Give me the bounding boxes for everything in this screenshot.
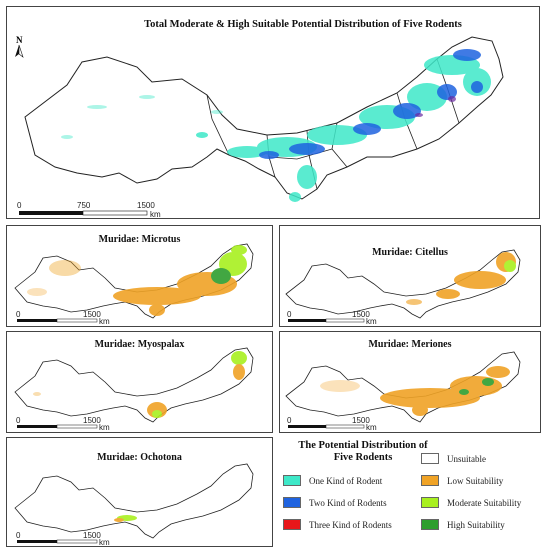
microtus-region bbox=[14, 243, 254, 319]
legend-item-moderate: Moderate Suitability bbox=[421, 497, 521, 508]
panel-meriones-title: Muridae: Meriones bbox=[368, 339, 452, 350]
svg-text:0: 0 bbox=[287, 310, 292, 319]
legend-item-low: Low Suitability bbox=[421, 475, 503, 486]
citellus-region bbox=[285, 249, 521, 319]
svg-text:km: km bbox=[99, 538, 110, 547]
ochotona-scale-bar: 0 1500 km bbox=[16, 531, 110, 547]
svg-text:km: km bbox=[366, 423, 377, 432]
swatch-three-kind bbox=[283, 519, 301, 530]
main-scale-bar: 0 750 1500 km bbox=[17, 201, 161, 219]
microtus-scale-bar: 0 1500 km bbox=[16, 310, 110, 326]
panel-microtus-title: Muridae: Microtus bbox=[98, 234, 181, 245]
panel-myospalax: Muridae: Myospalax 0 1500 km bbox=[6, 331, 273, 433]
legend-item-high: High Suitability bbox=[421, 519, 505, 530]
legend-item-three-kind: Three Kind of Rodents bbox=[283, 519, 392, 530]
three-kind-rodent-areas bbox=[415, 96, 456, 117]
legend-item-two-kind: Two Kind of Rodents bbox=[283, 497, 387, 508]
swatch-high bbox=[421, 519, 439, 530]
two-kind-rodent-areas bbox=[259, 49, 483, 159]
svg-text:0: 0 bbox=[16, 531, 21, 540]
svg-text:1500: 1500 bbox=[352, 416, 370, 425]
myospalax-region bbox=[14, 347, 254, 423]
svg-text:0: 0 bbox=[287, 416, 292, 425]
main-map-svg: 0 750 1500 km bbox=[15, 36, 504, 219]
panel-microtus: Muridae: Microtus 0 1500 km bbox=[6, 225, 273, 327]
swatch-unsuitable bbox=[421, 453, 439, 464]
meriones-scale-bar: 0 1500 km bbox=[287, 416, 377, 432]
svg-text:1500: 1500 bbox=[352, 310, 370, 319]
ochotona-region bbox=[14, 463, 254, 539]
main-scale-0: 0 bbox=[17, 201, 22, 210]
svg-text:0: 0 bbox=[16, 416, 21, 425]
swatch-one-kind bbox=[283, 475, 301, 486]
panel-citellus-title: Muridae: Citellus bbox=[372, 247, 448, 258]
svg-text:0: 0 bbox=[16, 310, 21, 319]
legend-title-line1: The Potential Distribution of bbox=[298, 440, 428, 451]
panel-ochotona: Muridae: Ochotona 0 1500 km bbox=[6, 437, 273, 547]
legend: The Potential Distribution of Five Roden… bbox=[278, 437, 544, 547]
swatch-two-kind bbox=[283, 497, 301, 508]
legend-item-one-kind: One Kind of Rodent bbox=[283, 475, 382, 486]
swatch-low bbox=[421, 475, 439, 486]
main-scale-1500: 1500 bbox=[137, 201, 155, 210]
panel-meriones: Muridae: Meriones 0 1500 km bbox=[279, 331, 541, 433]
panel-citellus: Muridae: Citellus 0 1500 km bbox=[279, 225, 541, 327]
legend-item-unsuitable: Unsuitable bbox=[421, 453, 486, 464]
svg-text:1500: 1500 bbox=[83, 416, 101, 425]
svg-text:km: km bbox=[366, 317, 377, 326]
citellus-scale-bar: 0 1500 km bbox=[287, 310, 377, 326]
svg-text:km: km bbox=[99, 317, 110, 326]
svg-text:1500: 1500 bbox=[83, 310, 101, 319]
svg-text:1500: 1500 bbox=[83, 531, 101, 540]
region-outline bbox=[24, 36, 504, 200]
north-arrow-icon bbox=[15, 44, 24, 58]
myospalax-scale-bar: 0 1500 km bbox=[16, 416, 110, 432]
main-map-title: Total Moderate & High Suitable Potential… bbox=[144, 19, 462, 30]
swatch-moderate bbox=[421, 497, 439, 508]
panel-ochotona-title: Muridae: Ochotona bbox=[97, 452, 182, 463]
panel-myospalax-title: Muridae: Myospalax bbox=[94, 339, 185, 350]
legend-title-line2: Five Rodents bbox=[333, 452, 393, 463]
svg-text:km: km bbox=[99, 423, 110, 432]
main-map-panel: Total Moderate & High Suitable Potential… bbox=[6, 6, 540, 219]
main-scale-750: 750 bbox=[77, 201, 91, 210]
north-arrow-label: N bbox=[16, 35, 23, 45]
meriones-region bbox=[285, 351, 521, 423]
main-scale-unit: km bbox=[150, 210, 161, 219]
